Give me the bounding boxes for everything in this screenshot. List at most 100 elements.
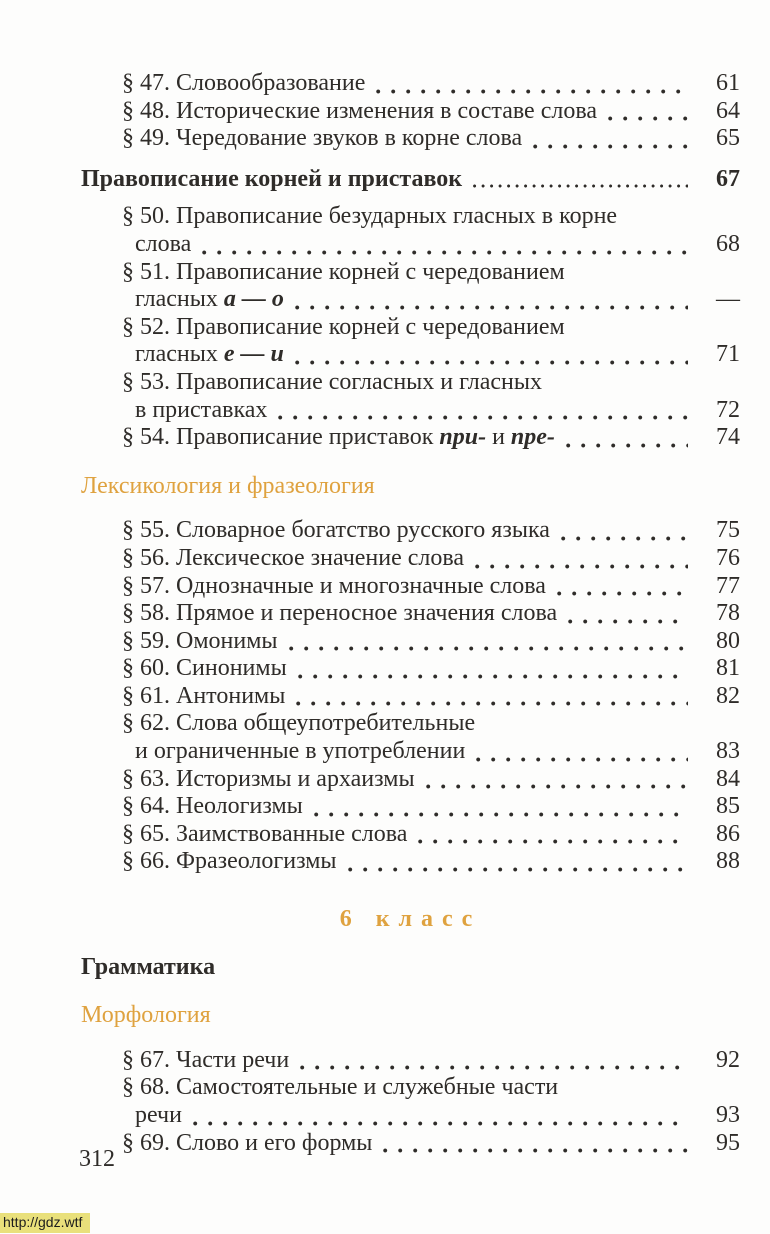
toc-entry: § 55. Словарное богатство русского языка… [122,517,740,545]
toc-entry: § 48. Исторические изменения в составе с… [122,98,740,126]
entry-text-segment: § 65. Заимствованные слова [122,820,408,847]
page-ref: 76 [716,544,740,571]
entry-text-segment: § 58. Прямое и переносное значения слова [122,600,558,627]
entry-title: § 56. Лексическое значение слова [122,545,464,573]
entry-text-segment: и ограниченные в употреблении [135,738,466,765]
page-ref: 83 [716,738,740,765]
toc-entry-line: § 50. Правописание безударных гласных в … [122,203,740,231]
entry-title: § 63. Историзмы и архаизмы [122,766,415,794]
dot-leader [347,867,688,873]
dot-leader [297,673,688,679]
dot-leader [568,618,688,624]
dot-leader [383,1148,688,1154]
toc-entry-row: § 69. Слово и его формы 95 [122,1130,740,1158]
dot-leader [607,116,688,122]
dot-leader [565,442,688,448]
toc-entry-line: § 68. Самостоятельные и служебные части [122,1074,740,1102]
toc-entry-row: § 67. Части речи 92 [122,1047,740,1075]
entry-text-segment: § 63. Историзмы и архаизмы [122,765,415,792]
toc-entry-line: § 53. Правописание согласных и гласных [122,369,740,397]
toc-entry: § 51. Правописание корней с чередованием… [122,259,740,314]
toc-entry-row: § 60. Синонимы 81 [122,655,740,683]
toc-entry-row: слова 68 [122,231,740,259]
entry-title: § 59. Омонимы [122,628,278,656]
page-ref: 74 [716,424,740,451]
dot-leader [476,756,688,762]
toc-entry: § 69. Слово и его формы 95 [122,1130,740,1158]
entry-title: § 54. Правописание приставок при- и пре- [122,424,555,452]
toc-entry-row: § 64. Неологизмы 85 [122,793,740,821]
toc-entry-row: § 65. Заимствованные слова 86 [122,821,740,849]
dot-leader [473,184,688,189]
page-ref: 85 [716,793,740,820]
toc-entry: § 54. Правописание приставок при- и пре-… [122,424,740,452]
entry-title: § 69. Слово и его формы [122,1130,372,1158]
page-ref: 61 [716,70,740,96]
entry-text-segment: § 60. Синонимы [122,655,287,682]
entry-text-segment: § 59. Омонимы [122,627,278,654]
toc-block: § 67. Части речи 92 § 68. Самостоятельные … [81,1047,740,1157]
toc-entry-row: речи 93 [122,1102,740,1130]
emphasis-term: а — о [223,286,284,313]
dot-leader [533,143,688,149]
page-ref: 80 [716,627,740,654]
toc-block: § 50. Правописание безударных гласных в … [81,203,740,451]
toc-entry-row: и ограниченные в употреблении 83 [122,738,740,766]
entry-title: слова [135,231,191,259]
entry-text-segment: § 48. Исторические изменения в составе с… [122,97,597,124]
entry-text-segment: гласных [135,341,224,368]
entry-text-segment: § 50. Правописание безударных гласных в … [122,203,618,230]
watermark-url: http://gdz.wtf [0,1213,91,1233]
dot-leader [418,839,688,845]
entry-text-segment: § 53. Правописание согласных и гласных [122,368,543,395]
entry-title: § 49. Чередование звуков в корне слова [122,125,522,153]
entry-title: гласных е — и [135,341,284,369]
entry-title: § 61. Антонимы [122,683,285,711]
dot-leader [376,88,688,94]
page-ref: 81 [716,655,740,682]
entry-text-segment: § 57. Однозначные и многозначные слова [122,572,546,599]
dot-leader [475,563,688,569]
toc-entry: § 65. Заимствованные слова 86 [122,821,740,849]
entry-title: § 67. Части речи [122,1047,289,1075]
dot-leader [556,591,688,597]
entry-title: § 47. Словообразование [122,70,365,98]
entry-text-segment: § 67. Части речи [122,1046,290,1073]
entry-title: § 58. Прямое и переносное значения слова [122,600,557,628]
emphasis-term: е — и [223,341,284,368]
toc-entry: § 58. Прямое и переносное значения слова… [122,600,740,628]
entry-text-segment: § 47. Словообразование [122,70,366,96]
toc-entry-row: гласных а — о — [122,286,740,314]
dot-leader [296,701,688,707]
toc-entry-line: § 52. Правописание корней с чередованием [122,314,740,342]
page-ref: 86 [716,820,740,847]
page-ref: 72 [716,396,740,423]
dot-leader [300,1065,688,1071]
page-ref: 71 [716,341,740,368]
section-heading-label: Правописание корней и приставок [81,165,463,192]
page-ref: 84 [716,765,740,792]
toc-entry-row: § 58. Прямое и переносное значения слова… [122,600,740,628]
page-ref: 77 [716,572,740,599]
toc-entry: § 53. Правописание согласных и гласных в … [122,369,740,424]
entry-title: § 64. Неологизмы [122,793,303,821]
entry-text-segment: речи [135,1102,182,1128]
toc-entry: § 57. Однозначные и многозначные слова 77 [122,573,740,601]
toc-entry: § 68. Самостоятельные и служебные части р… [122,1074,740,1129]
dot-leader [294,359,688,365]
dot-leader [294,304,688,310]
toc-entry: § 67. Части речи 92 [122,1047,740,1075]
page-ref: 68 [716,230,740,257]
toc-entry: § 52. Правописание корней с чередованием… [122,314,740,369]
page-ref: 82 [716,682,740,709]
page-ref: 95 [716,1129,740,1156]
entry-text-segment: § 52. Правописание корней с чередованием [122,313,565,340]
part-heading: Грамматика [81,953,216,980]
toc-entry: § 47. Словообразование 61 [122,70,740,98]
entry-text-segment: § 68. Самостоятельные и служебные части [122,1074,559,1101]
dot-leader [202,249,688,255]
toc-entry-line: § 62. Слова общеупотребительные [122,710,740,738]
toc-entry: § 64. Неологизмы 85 [122,793,740,821]
folio-page-number: 312 [79,1146,115,1172]
entry-title: § 55. Словарное богатство русского языка [122,517,550,545]
